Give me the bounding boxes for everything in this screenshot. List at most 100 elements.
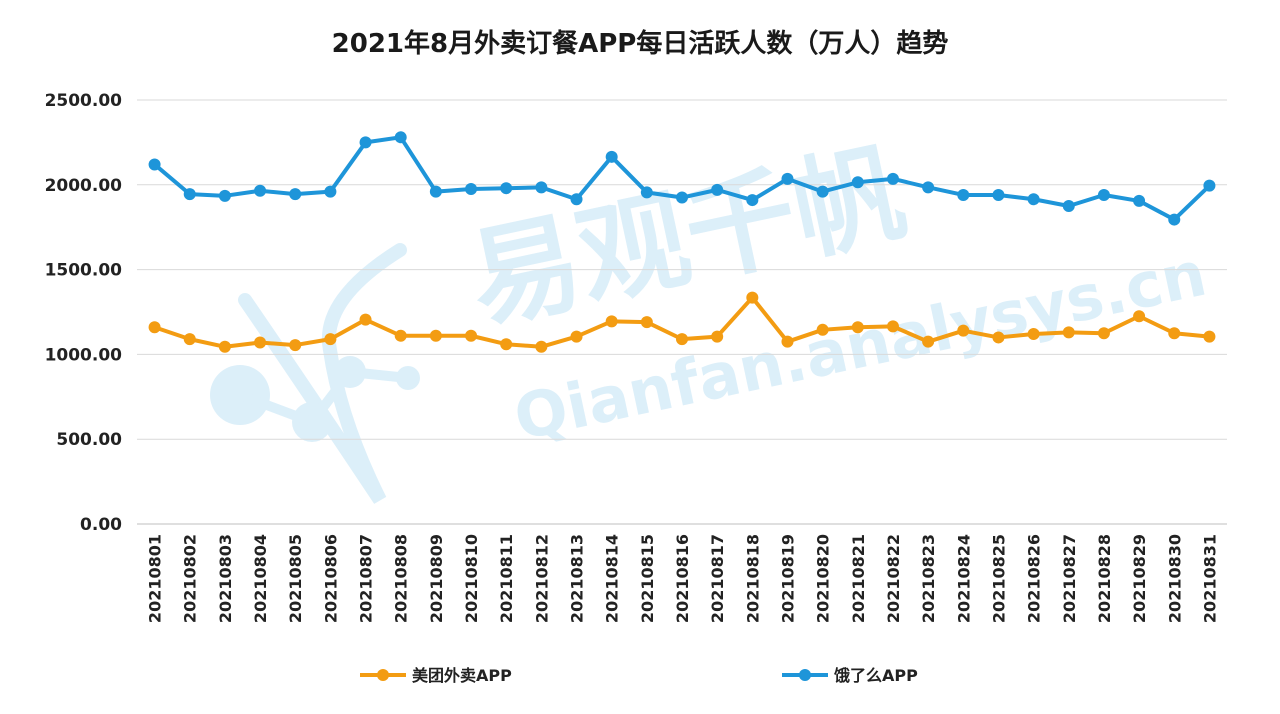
x-tick-label: 20210830 — [1165, 534, 1184, 623]
data-point — [429, 185, 442, 198]
data-point — [957, 324, 970, 337]
x-tick-label: 20210828 — [1095, 534, 1114, 623]
x-tick-label: 20210821 — [849, 534, 868, 623]
data-point — [289, 339, 302, 352]
data-point — [1133, 194, 1146, 207]
x-tick-label: 20210810 — [462, 534, 481, 623]
data-point — [289, 188, 302, 201]
data-point — [218, 189, 231, 202]
x-tick-label: 20210831 — [1200, 534, 1219, 623]
series-lines — [148, 131, 1216, 353]
data-point — [957, 188, 970, 201]
data-point — [359, 136, 372, 149]
data-point — [148, 158, 161, 171]
y-tick-label: 1000.00 — [45, 345, 123, 365]
legend-label: 美团外卖APP — [412, 666, 512, 685]
data-point — [148, 321, 161, 334]
legend-swatch-marker — [799, 669, 811, 681]
data-point — [781, 172, 794, 185]
data-point — [1168, 213, 1181, 226]
data-point — [922, 181, 935, 194]
data-point — [183, 188, 196, 201]
data-point — [359, 313, 372, 326]
x-tick-label: 20210809 — [427, 534, 446, 623]
data-point — [816, 185, 829, 198]
y-tick-label: 1500.00 — [45, 261, 123, 281]
x-tick-label: 20210813 — [568, 534, 587, 623]
data-point — [851, 176, 864, 189]
data-point — [816, 323, 829, 336]
x-tick-label: 20210815 — [638, 534, 657, 623]
x-tick-label: 20210822 — [884, 534, 903, 623]
x-tick-label: 20210801 — [146, 534, 165, 623]
data-point — [605, 150, 618, 163]
x-tick-label: 20210820 — [814, 534, 833, 623]
data-point — [605, 315, 618, 328]
data-point — [1203, 179, 1216, 192]
x-tick-label: 20210829 — [1130, 534, 1149, 623]
x-tick-label: 20210803 — [216, 534, 235, 623]
data-point — [640, 186, 653, 199]
legend-item: 饿了么APP — [782, 666, 918, 685]
x-tick-label: 20210824 — [954, 534, 973, 623]
data-point — [254, 336, 267, 349]
y-tick-label: 2000.00 — [45, 176, 123, 196]
legend-item: 美团外卖APP — [360, 666, 512, 685]
data-point — [1062, 326, 1075, 339]
x-tick-label: 20210802 — [181, 534, 200, 623]
data-point — [640, 316, 653, 329]
data-point — [711, 183, 724, 196]
data-point — [324, 185, 337, 198]
x-tick-label: 20210817 — [708, 534, 727, 623]
legend-label: 饿了么APP — [833, 666, 918, 685]
data-point — [781, 335, 794, 348]
data-point — [886, 320, 899, 333]
data-point — [1097, 327, 1110, 340]
x-tick-label: 20210823 — [919, 534, 938, 623]
data-point — [886, 172, 899, 185]
data-point — [851, 321, 864, 334]
x-tick-label: 20210807 — [357, 534, 376, 623]
data-point — [570, 193, 583, 206]
x-tick-label: 20210812 — [532, 534, 551, 623]
x-tick-label: 20210825 — [989, 534, 1008, 623]
grid-lines — [137, 99, 1227, 525]
data-point — [535, 181, 548, 194]
data-point — [218, 340, 231, 353]
data-point — [676, 191, 688, 204]
data-point — [324, 333, 337, 346]
x-tick-label: 20210816 — [673, 534, 692, 623]
series-eleme — [148, 131, 1216, 226]
data-point — [1062, 200, 1075, 212]
data-point — [570, 330, 583, 343]
data-point — [992, 331, 1005, 344]
x-tick-label: 20210827 — [1060, 534, 1079, 623]
x-axis-ticks: 20210801 20210802 20210803 20210804 20210805… — [146, 534, 1220, 623]
data-point — [746, 194, 759, 207]
data-point — [676, 333, 688, 346]
x-tick-label: 20210804 — [251, 534, 270, 623]
data-point — [394, 131, 407, 144]
data-point — [465, 329, 478, 342]
data-point — [465, 183, 478, 196]
x-tick-label: 20210826 — [1025, 534, 1044, 623]
x-tick-label: 20210818 — [743, 534, 762, 623]
data-point — [992, 188, 1005, 201]
x-tick-label: 20210805 — [286, 534, 305, 623]
x-tick-label: 20210806 — [321, 534, 340, 623]
data-point — [500, 182, 513, 195]
data-point — [535, 340, 548, 353]
data-point — [1203, 330, 1216, 343]
data-point — [1027, 193, 1040, 206]
x-tick-label: 20210811 — [497, 534, 516, 623]
data-point — [1133, 310, 1146, 323]
data-point — [746, 291, 759, 304]
y-tick-label: 500.00 — [56, 430, 122, 450]
data-point — [500, 338, 513, 351]
series-meituan — [148, 291, 1216, 353]
legend: 美团外卖APP 饿了么APP — [360, 666, 918, 685]
data-point — [394, 329, 407, 342]
data-point — [1097, 188, 1110, 201]
